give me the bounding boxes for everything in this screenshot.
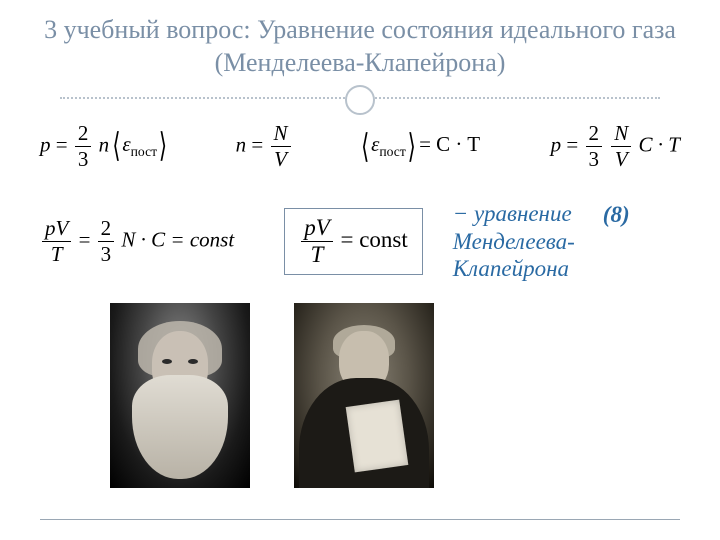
equation-row-2: pVT = 23 N · C = const pVT = const − ура… xyxy=(0,172,720,283)
footer-rule xyxy=(40,519,680,520)
portrait-clapeyron xyxy=(294,303,434,488)
equation-number: (8) xyxy=(603,200,630,228)
eq-n-density: n = NV xyxy=(236,121,293,172)
portrait-mendeleev xyxy=(110,303,250,488)
eq-boxed-result: pVT = const xyxy=(284,208,423,275)
eq-eps-ct: εпост = C · T xyxy=(363,132,480,160)
annotation-label: − уравнение Менделеева- Клапейрона xyxy=(453,200,575,283)
eq-p-combined: p = 23 NV C · T xyxy=(551,121,680,172)
eq-p-kinetic: p = 23 n εпост xyxy=(40,121,165,172)
portrait-row xyxy=(0,283,720,488)
equation-row-1: p = 23 n εпост n = NV εпост = C · T p = … xyxy=(0,115,720,172)
title-divider xyxy=(60,85,660,109)
eq-pv-t-derivation: pVT = 23 N · C = const xyxy=(40,216,234,267)
slide-title: 3 учебный вопрос: Уравнение состояния ид… xyxy=(0,0,720,85)
